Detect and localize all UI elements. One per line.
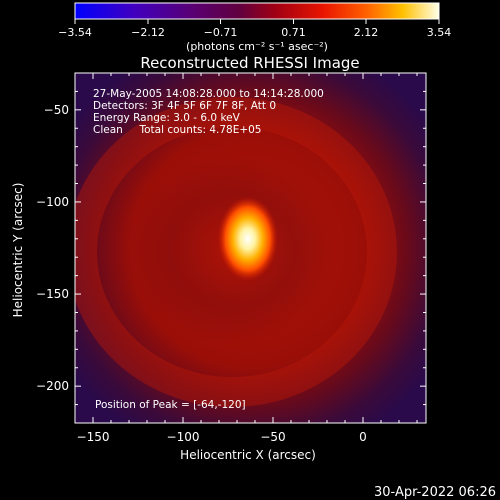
y-tick-label: −100	[36, 195, 69, 209]
plot-frame	[74, 72, 427, 424]
heatmap-image	[75, 73, 426, 423]
colorbar-tick-label: −0.71	[204, 26, 238, 39]
colorbar-ticks: −3.54 −2.12 −0.71 0.71 2.12 3.54	[58, 19, 451, 39]
y-tick-label: −50	[44, 103, 69, 117]
y-tick-label: −200	[36, 379, 69, 393]
colorbar-tick-label: −2.12	[131, 26, 165, 39]
colorbar	[74, 2, 440, 20]
peak-position-label: Position of Peak = [-64,-120]	[95, 399, 246, 411]
colorbar-tick-label: 0.71	[281, 26, 306, 39]
x-tick-label: −150	[77, 430, 110, 444]
x-tick-label: 0	[359, 430, 367, 444]
x-tick-label: −100	[167, 430, 200, 444]
annotation-detectors: Detectors: 3F 4F 5F 6F 7F 8F, Att 0	[93, 100, 276, 112]
y-axis-label: Heliocentric Y (arcsec)	[11, 183, 25, 318]
x-axis-label: Heliocentric X (arcsec)	[180, 448, 316, 462]
colorbar-tick-label: 3.54	[427, 26, 452, 39]
annotation-energy: Energy Range: 3.0 - 6.0 keV	[93, 112, 241, 124]
axis-ticks: −150 −100 −50 0 −50 −100 −150 −200	[36, 73, 426, 444]
peak-source	[217, 196, 278, 281]
timestamp: 30-Apr-2022 06:26	[374, 485, 496, 500]
chart-title: Reconstructed RHESSI Image	[140, 54, 359, 72]
colorbar-unit-label: (photons cm⁻² s⁻¹ asec⁻²)	[186, 40, 328, 53]
colorbar-tick-label: −3.54	[58, 26, 92, 39]
annotation-time: 27-May-2005 14:08:28.000 to 14:14:28.000	[93, 88, 324, 100]
x-tick-label: −50	[260, 430, 285, 444]
colorbar-tick-label: 2.12	[354, 26, 379, 39]
annotation-clean: Clean Total counts: 4.78E+05	[93, 124, 262, 136]
y-tick-label: −150	[36, 287, 69, 301]
